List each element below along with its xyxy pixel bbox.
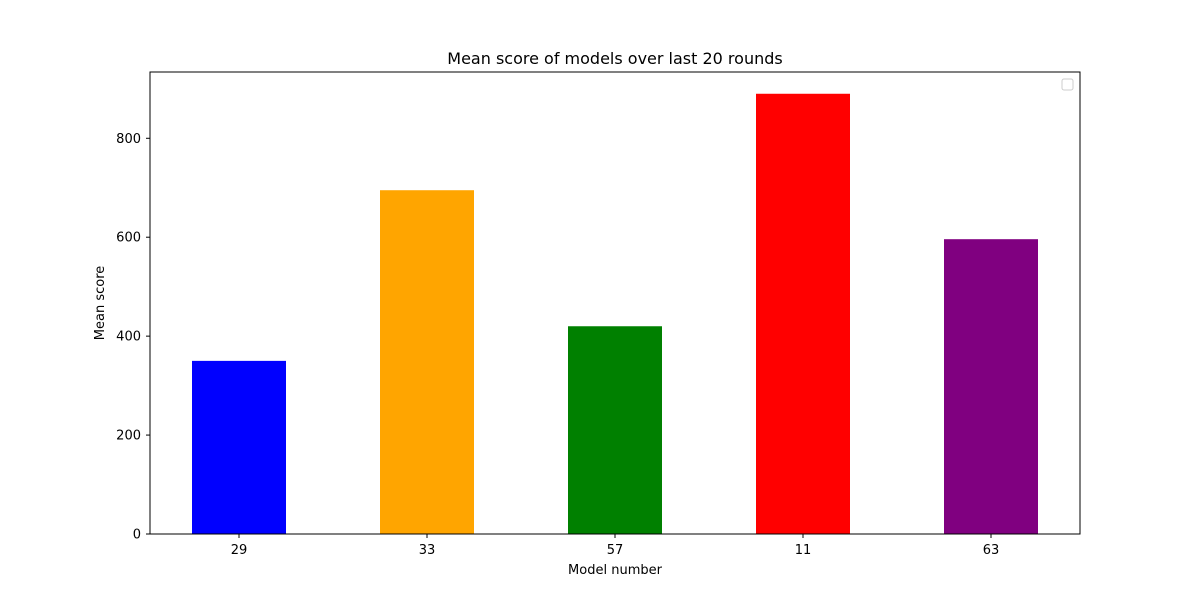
y-tick-label-600: 600: [116, 231, 141, 246]
x-tick-label-63: 63: [983, 543, 1000, 558]
bar-57: [568, 326, 662, 534]
x-tick-label-11: 11: [795, 543, 812, 558]
x-axis: 29 33 57 11 63: [231, 534, 1000, 558]
x-tick-label-57: 57: [607, 543, 624, 558]
y-tick-label-200: 200: [116, 429, 141, 444]
bar-33: [380, 190, 474, 534]
chart-title: Mean score of models over last 20 rounds: [447, 49, 782, 68]
y-tick-label-800: 800: [116, 132, 141, 147]
y-axis-label: Mean score: [93, 266, 108, 340]
bar-63: [944, 239, 1038, 534]
bar-11: [756, 93, 850, 534]
bar-29: [192, 360, 286, 534]
bars-group: [192, 93, 1038, 534]
y-axis: 0 200 400 600 800: [116, 132, 150, 543]
x-axis-label: Model number: [568, 563, 663, 578]
y-tick-label-400: 400: [116, 330, 141, 345]
y-tick-label-0: 0: [133, 528, 141, 543]
x-tick-label-29: 29: [231, 543, 248, 558]
legend-box: [1061, 78, 1074, 91]
x-tick-label-33: 33: [419, 543, 436, 558]
